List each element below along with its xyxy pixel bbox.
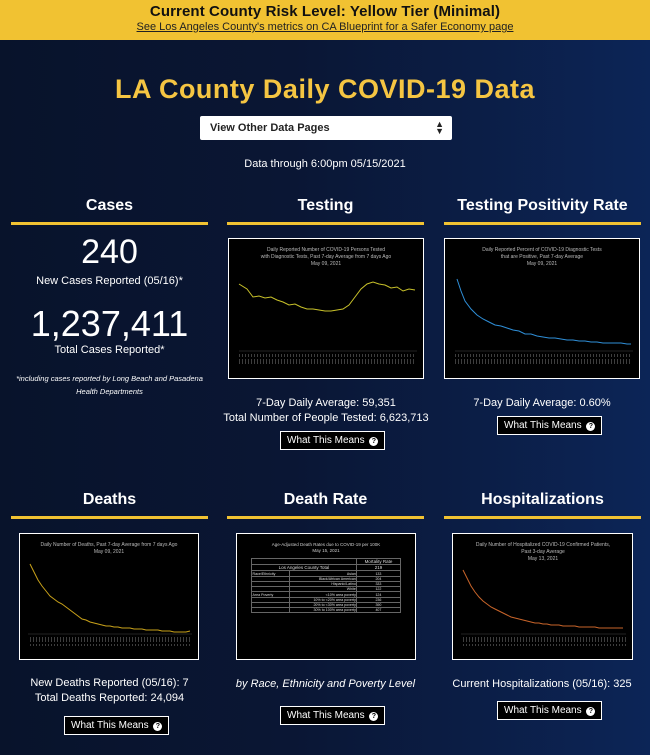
new-deaths-text: New Deaths Reported (05/16): 7 bbox=[30, 677, 189, 689]
death-rate-row-value: 407 bbox=[355, 607, 402, 613]
data-pages-select-value: View Other Data Pages bbox=[210, 122, 330, 134]
positivity-chart-title-3: May 09, 2021 bbox=[527, 261, 558, 267]
testing-chart-x-ticks bbox=[239, 354, 415, 364]
positivity-chart-thumbnail[interactable]: Daily Reported Percent of COVID-19 Diagn… bbox=[444, 238, 640, 379]
question-icon: ? bbox=[369, 437, 379, 446]
new-cases-label: New Cases Reported (05/16)* bbox=[36, 275, 183, 287]
testing-chart-title-2: with Diagnostic Tests, Past 7-day Averag… bbox=[261, 254, 392, 260]
positivity-chart-x-ticks bbox=[455, 354, 631, 364]
ca-blueprint-link[interactable]: See Los Angeles County's metrics on CA B… bbox=[136, 21, 514, 33]
cases-heading: Cases bbox=[11, 197, 208, 225]
death-rate-table-title-1: Age-Adjusted Death Rates due to COVID-19… bbox=[271, 542, 381, 547]
deaths-trend-line bbox=[29, 563, 191, 633]
death-rate-table-title-2: May 15, 2021 bbox=[312, 548, 340, 553]
hospitalizations-button-label: What This Means bbox=[504, 705, 582, 716]
question-icon: ? bbox=[586, 707, 596, 716]
hosp-chart-title-3: May 13, 2021 bbox=[528, 556, 559, 562]
question-icon: ? bbox=[369, 712, 379, 721]
select-arrows-icon: ▲ ▼ bbox=[435, 119, 444, 136]
hosp-chart-title-1: Daily Number of Hospitalized COVID-19 Co… bbox=[476, 542, 610, 548]
hosp-trend-line bbox=[462, 569, 623, 629]
positivity-trend-line bbox=[456, 278, 631, 345]
total-cases-label: Total Cases Reported* bbox=[54, 344, 165, 356]
data-pages-select[interactable]: View Other Data Pages ▲ ▼ bbox=[200, 116, 452, 140]
deaths-heading: Deaths bbox=[11, 491, 208, 519]
deaths-what-this-means-button[interactable]: What This Means ? bbox=[64, 716, 170, 735]
risk-banner: Current County Risk Level: Yellow Tier (… bbox=[0, 0, 650, 40]
deaths-chart-title-2: May 09, 2021 bbox=[94, 549, 125, 555]
risk-level-text: Current County Risk Level: Yellow Tier (… bbox=[149, 3, 501, 20]
deaths-chart-x-ticks bbox=[28, 637, 192, 646]
hospitalizations-chart-thumbnail[interactable]: Daily Number of Hospitalized COVID-19 Co… bbox=[452, 533, 633, 660]
cases-footnote-line2: Health Departments bbox=[76, 387, 143, 396]
death-rate-caption: by Race, Ethnicity and Poverty Level bbox=[235, 678, 416, 690]
testing-avg-text: 7-Day Daily Average: 59,351 bbox=[256, 397, 396, 409]
testing-total-text: Total Number of People Tested: 6,623,713 bbox=[223, 412, 429, 424]
deaths-chart-thumbnail[interactable]: Daily Number of Deaths, Past 7-day Avera… bbox=[19, 533, 199, 660]
positivity-chart-title-1: Daily Reported Percent of COVID-19 Diagn… bbox=[482, 247, 602, 253]
deaths-chart-title-1: Daily Number of Deaths, Past 7-day Avera… bbox=[41, 542, 178, 548]
testing-trend-line bbox=[238, 281, 416, 312]
data-through-text: Data through 6:00pm 05/15/2021 bbox=[244, 158, 406, 170]
death-rate-what-this-means-button[interactable]: What This Means ? bbox=[280, 706, 386, 725]
deaths-button-label: What This Means bbox=[71, 720, 149, 731]
hospitalizations-what-this-means-button[interactable]: What This Means ? bbox=[497, 701, 603, 720]
positivity-heading: Testing Positivity Rate bbox=[444, 197, 641, 225]
testing-chart-title-1: Daily Reported Number of COVID-19 Person… bbox=[267, 247, 385, 253]
death-rate-button-label: What This Means bbox=[287, 710, 365, 721]
positivity-what-this-means-button[interactable]: What This Means ? bbox=[497, 416, 603, 435]
cases-footnote-line1: *including cases reported by Long Beach … bbox=[16, 374, 203, 383]
positivity-button-label: What This Means bbox=[504, 420, 582, 431]
page-title: LA County Daily COVID-19 Data bbox=[114, 74, 536, 104]
question-icon: ? bbox=[153, 722, 163, 731]
hosp-chart-x-ticks bbox=[461, 637, 626, 646]
testing-what-this-means-button[interactable]: What This Means ? bbox=[280, 431, 386, 450]
hospitalizations-current-text: Current Hospitalizations (05/16): 325 bbox=[452, 678, 632, 690]
cases-footnote: *including cases reported by Long Beach … bbox=[6, 372, 213, 398]
positivity-avg-text: 7-Day Daily Average: 0.60% bbox=[473, 397, 611, 409]
positivity-chart-title-2: that are Positive, Past 7-day Average bbox=[501, 254, 583, 260]
testing-button-label: What This Means bbox=[287, 435, 365, 446]
death-rate-table: Mortality Rate Los Angeles County Total … bbox=[250, 558, 402, 613]
testing-chart-title-3: May 09, 2021 bbox=[311, 261, 342, 267]
total-cases-count: 1,237,411 bbox=[30, 303, 189, 344]
death-rate-row-label: 30% to 100% area poverty bbox=[289, 607, 357, 613]
hosp-chart-title-2: Past 3-day Average bbox=[521, 549, 565, 555]
question-icon: ? bbox=[586, 422, 596, 431]
new-cases-count: 240 bbox=[81, 233, 138, 271]
death-rate-heading: Death Rate bbox=[227, 491, 424, 519]
hospitalizations-heading: Hospitalizations bbox=[444, 491, 641, 519]
total-deaths-text: Total Deaths Reported: 24,094 bbox=[34, 692, 185, 704]
death-rate-table-thumbnail[interactable]: Age-Adjusted Death Rates due to COVID-19… bbox=[236, 533, 416, 660]
testing-heading: Testing bbox=[227, 197, 424, 225]
testing-chart-thumbnail[interactable]: Daily Reported Number of COVID-19 Person… bbox=[228, 238, 424, 379]
